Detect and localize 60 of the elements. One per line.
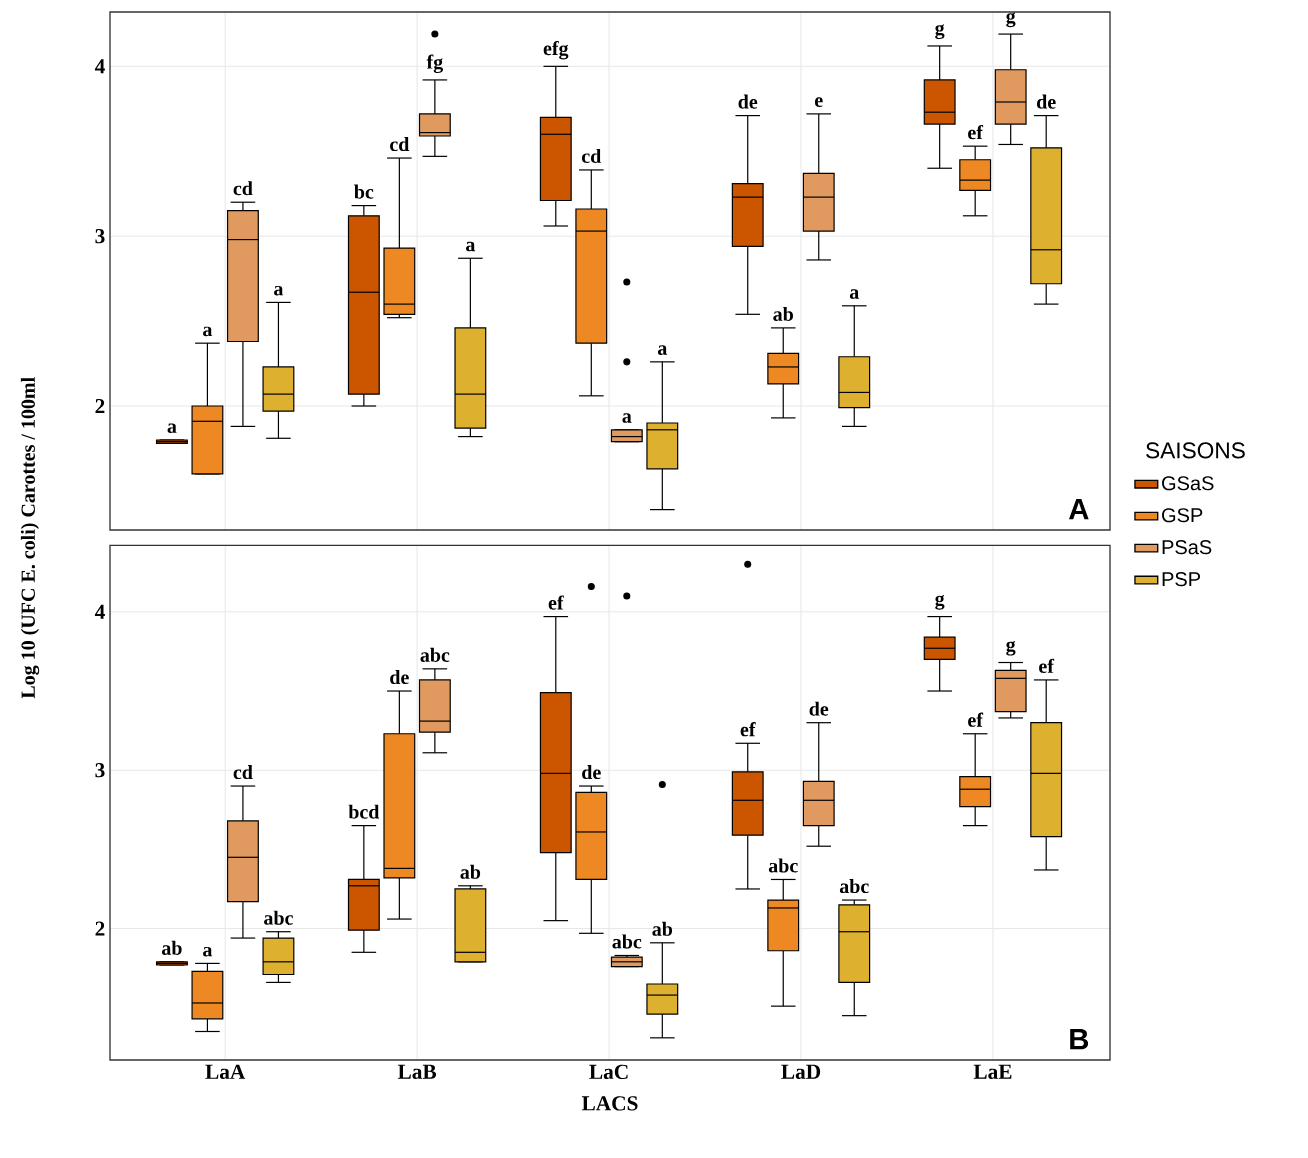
annotation: ef	[968, 124, 984, 140]
annotation: bcd	[348, 804, 380, 819]
legend-label: PSaS	[1162, 540, 1212, 555]
annotation: ef	[548, 595, 564, 610]
y-tick-label: 3	[95, 763, 105, 778]
annotation: ef	[740, 722, 756, 737]
annotation: bc	[354, 184, 374, 199]
annotation: ab	[460, 864, 481, 879]
legend-label: GSP	[1162, 508, 1203, 523]
x-tick-label: LaD	[781, 1064, 821, 1079]
annotation: ab	[652, 921, 673, 936]
annotation: g	[935, 594, 945, 610]
y-axis-title: Log 10 (UFC E. coli) Carottes / 100ml	[20, 377, 40, 699]
annotation: a	[657, 345, 668, 355]
annotation: a	[849, 289, 859, 299]
annotation: de	[738, 94, 758, 109]
annotation: g	[1006, 12, 1016, 28]
annotation: a	[466, 241, 476, 252]
annotation: a	[622, 413, 632, 423]
y-tick-label: 2	[95, 398, 105, 414]
annotation: cd	[581, 148, 602, 163]
annotation: e	[815, 97, 823, 107]
y-tick-label: 3	[95, 229, 105, 244]
annotation: cd	[233, 765, 253, 780]
annotation: ef	[968, 712, 984, 727]
annotation: g	[935, 24, 945, 40]
annotation: a	[203, 946, 213, 957]
annotation: ab	[161, 940, 182, 955]
x-axis-title: LACS	[581, 1096, 638, 1111]
annotation: de	[809, 701, 829, 716]
annotation: cd	[390, 137, 410, 152]
annotation: abc	[768, 858, 798, 873]
annotation: cd	[233, 181, 253, 196]
annotation: abc	[612, 934, 642, 949]
annotation: A	[1068, 499, 1089, 520]
y-tick-label: 2	[95, 921, 105, 936]
legend-label: GSaS	[1162, 476, 1214, 491]
legend-label: PSP	[1162, 572, 1201, 587]
x-tick-label: LaA	[205, 1064, 246, 1079]
annotation: ab	[773, 306, 793, 321]
annotation: de	[390, 670, 409, 685]
annotation: B	[1070, 1029, 1089, 1050]
y-tick-label: 4	[94, 59, 105, 74]
annotation: fg	[426, 54, 443, 73]
annotation: abc	[420, 647, 450, 662]
x-tick-label: LaB	[397, 1064, 437, 1079]
annotation: de	[1037, 94, 1056, 109]
annotation: abc	[264, 910, 293, 925]
x-tick-label: LaC	[589, 1064, 628, 1080]
annotation: a	[167, 423, 177, 434]
annotation: abc	[839, 879, 869, 894]
annotation: de	[582, 765, 601, 780]
y-tick-label: 4	[94, 604, 105, 619]
annotation: g	[1006, 640, 1016, 656]
annotation: a	[203, 326, 213, 337]
annotation: efg	[543, 40, 569, 60]
annotation: a	[274, 285, 284, 296]
x-tick-label: LaE	[973, 1064, 1012, 1079]
legend-title: SAISONS	[1146, 442, 1245, 459]
annotation: ef	[1039, 658, 1055, 673]
